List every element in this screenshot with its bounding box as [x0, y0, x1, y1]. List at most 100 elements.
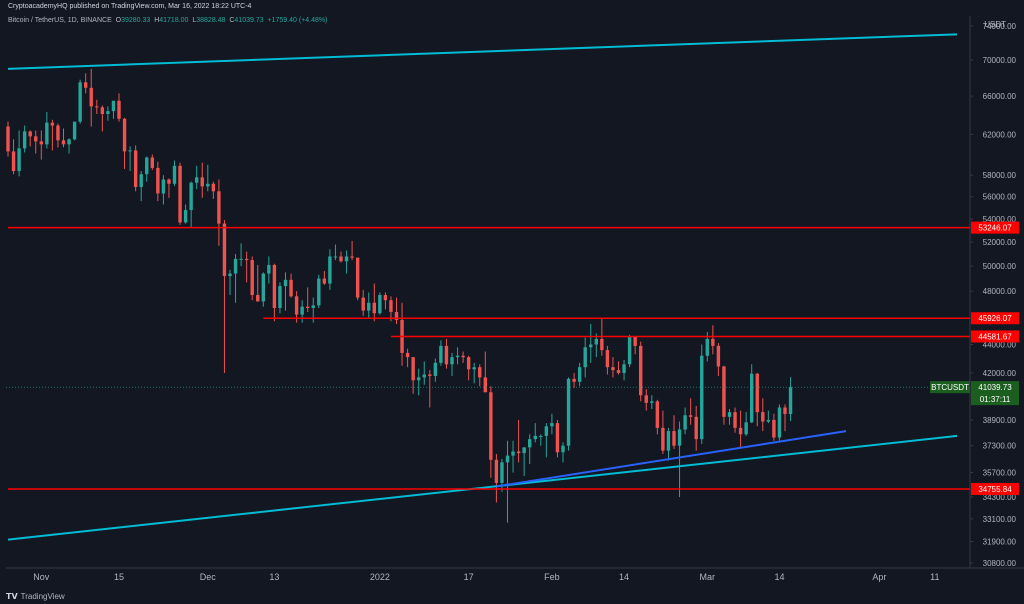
candle-body [195, 177, 199, 183]
candle-body [555, 423, 560, 453]
candle-body [106, 111, 110, 114]
candle-body [150, 157, 154, 168]
candle-body [339, 256, 343, 262]
candle-body [433, 362, 438, 376]
candle-body [317, 278, 321, 306]
candle-body [61, 140, 66, 145]
y-tick-label: 42000.00 [983, 369, 1017, 378]
open-label: O [115, 17, 122, 24]
level-price-label: 34755.84 [978, 485, 1012, 494]
candle-body [172, 165, 177, 184]
y-tick-label: 62000.00 [983, 130, 1017, 139]
candle-body [605, 350, 610, 368]
candle-body [561, 445, 565, 453]
candle-body [589, 344, 593, 348]
candle-body [472, 367, 476, 370]
candle-body [350, 256, 354, 258]
countdown-label: 01:37:11 [980, 395, 1011, 404]
candle-body [439, 345, 443, 363]
low-label: L [192, 17, 197, 24]
candle-body [306, 306, 310, 309]
level-price-label: 53246.07 [978, 224, 1012, 233]
x-tick-label: 14 [619, 572, 629, 582]
candle-body [478, 367, 482, 378]
candle-body [89, 87, 93, 107]
candle-body [111, 100, 116, 112]
candle-body [78, 82, 82, 122]
candle-body [206, 183, 210, 187]
open-value: 39280.33 [121, 17, 151, 24]
candle-body [145, 157, 149, 175]
candle-body [56, 125, 60, 141]
candle-body [666, 431, 671, 451]
candle-body [28, 131, 32, 137]
candle-body [700, 355, 704, 440]
footer: 𝗧𝗩 TradingView [6, 592, 65, 601]
candle-body [694, 416, 698, 440]
candle-body [95, 106, 99, 108]
candle-body [122, 118, 127, 152]
candle-body [455, 355, 460, 358]
candle-body [67, 139, 71, 145]
chart-header: CryptoacademyHQ published on TradingView… [8, 3, 251, 10]
level-price-tag [971, 330, 1019, 343]
candle-body [672, 431, 676, 446]
high-value: 41718.00 [159, 17, 189, 24]
publisher-text: CryptoacademyHQ published on TradingView… [8, 3, 252, 10]
candle-body [511, 451, 515, 456]
candle-body [200, 177, 204, 187]
candle-body [777, 407, 782, 438]
candle-body [444, 345, 449, 365]
candle-body [688, 415, 693, 417]
candle-body [550, 423, 554, 427]
candle-body [156, 167, 160, 194]
level-price-tag [971, 221, 1019, 234]
candle-body [50, 122, 55, 126]
candle-body [572, 378, 576, 382]
y-tick-label: 52000.00 [983, 238, 1017, 247]
x-tick-label: Dec [200, 572, 217, 582]
candle-body [389, 300, 393, 312]
candle-body [644, 395, 648, 403]
candle-body [411, 357, 415, 381]
candle-body [650, 401, 654, 403]
candle-body [566, 378, 571, 446]
y-tick-label: 74000.00 [983, 22, 1017, 31]
candle-body [500, 462, 504, 483]
candle-body [239, 258, 243, 260]
candle-body [616, 370, 621, 373]
candle-body [516, 451, 521, 454]
symbol-ohlc-line: Bitcoin / TetherUS, 1D, BINANCE O39280.3… [8, 17, 327, 24]
candle-body [622, 364, 626, 373]
candle-body [272, 264, 277, 309]
candle-body [600, 338, 604, 351]
candle-body [133, 150, 138, 187]
candle-body [250, 260, 254, 296]
candle-body [583, 347, 587, 368]
y-tick-label: 50000.00 [983, 262, 1017, 271]
candle-body [733, 412, 737, 428]
candle-body [161, 179, 166, 194]
candle-body [544, 426, 549, 436]
candle-body [233, 258, 238, 274]
candle-body [383, 295, 388, 301]
candle-body [705, 338, 709, 356]
candle-body [178, 165, 182, 223]
y-tick-label: 70000.00 [983, 56, 1017, 65]
candle-body [367, 302, 371, 311]
x-tick-label: 14 [774, 572, 784, 582]
candle-body [300, 306, 304, 315]
candle-body [84, 82, 88, 88]
close-label: C [229, 17, 235, 24]
y-tick-label: 38900.00 [983, 416, 1017, 425]
level-price-tag [971, 312, 1019, 325]
close-value: 41039.73 [234, 17, 264, 24]
x-tick-label: 15 [114, 572, 124, 582]
candle-body [361, 297, 365, 311]
candle-body [189, 182, 193, 211]
candle-body [117, 100, 121, 119]
lower-channel-trendline [7, 434, 958, 541]
x-tick-label: Apr [872, 572, 886, 582]
x-tick-label: 11 [930, 572, 939, 582]
